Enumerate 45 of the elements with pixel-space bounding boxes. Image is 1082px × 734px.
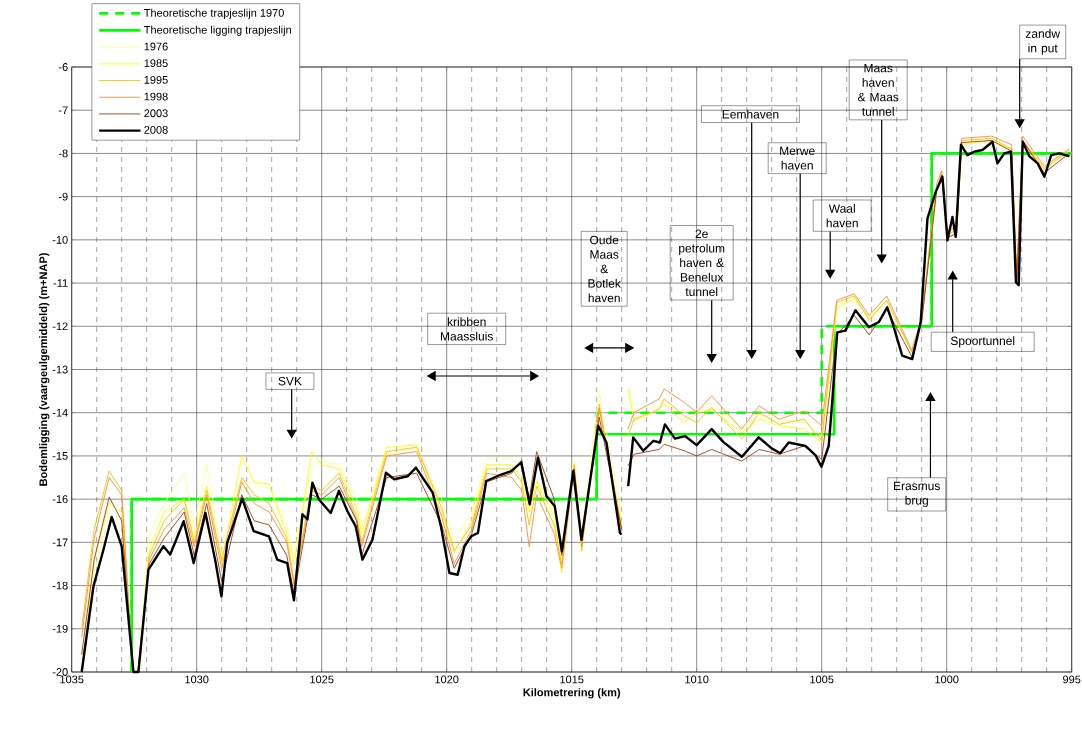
annotation: Maas haven & Maas tunnel bbox=[857, 63, 899, 116]
legend-label: 1998 bbox=[144, 92, 168, 101]
annotation: Oude Maas & Botlek haven bbox=[588, 235, 621, 303]
annotation: Eemhaven bbox=[722, 109, 779, 119]
y-axis-title: Bodemligging (vaargeulgemiddeld) (m+NAP) bbox=[39, 253, 50, 486]
y-tick-label: -18 bbox=[52, 581, 68, 590]
x-tick-label: 1030 bbox=[185, 675, 209, 684]
y-tick-label: -16 bbox=[52, 495, 68, 504]
legend-label: 2003 bbox=[144, 109, 168, 118]
y-tick-label: -15 bbox=[52, 452, 68, 460]
legend-label: Theoretische trapjeslijn 1970 bbox=[144, 8, 284, 19]
y-tick-label: -8 bbox=[58, 149, 68, 158]
legend-label: 1976 bbox=[144, 42, 168, 51]
y-tick-label: -10 bbox=[52, 235, 68, 244]
y-tick-label: -20 bbox=[52, 668, 68, 676]
annotation: Spoortunnel bbox=[950, 336, 1015, 348]
y-tick-label: -19 bbox=[52, 624, 68, 633]
annotation: SVK bbox=[278, 376, 302, 386]
x-tick-label: 1025 bbox=[310, 675, 334, 684]
annotation: Erasmus brug bbox=[894, 481, 940, 508]
y-tick-label: -11 bbox=[53, 279, 68, 287]
y-tick-label: -9 bbox=[58, 192, 68, 201]
x-tick-label: 1010 bbox=[685, 675, 709, 684]
legend-label: 2008 bbox=[144, 126, 168, 134]
y-tick-label: -14 bbox=[52, 408, 68, 417]
annotation: 2e petrolum haven & Benelux tunnel bbox=[679, 229, 725, 296]
x-axis-title: Kilometrering (km) bbox=[523, 688, 621, 699]
x-tick-label: 1000 bbox=[935, 675, 959, 684]
y-tick-label: -12 bbox=[52, 322, 68, 331]
x-tick-label: 1035 bbox=[60, 675, 84, 684]
x-tick-label: 1020 bbox=[435, 675, 459, 684]
annotation: Waal haven bbox=[826, 204, 858, 228]
legend-label: 1985 bbox=[144, 59, 168, 68]
text: zandw in put bbox=[1025, 29, 1061, 55]
y-tick-label: -17 bbox=[52, 538, 68, 547]
legend-label: Theoretische ligging trapjeslijn bbox=[144, 25, 291, 36]
y-tick-label: -7 bbox=[58, 106, 68, 114]
x-tick-label: 995 bbox=[1063, 675, 1081, 684]
x-tick-label: 1015 bbox=[560, 675, 584, 684]
x-tick-label: 1005 bbox=[810, 675, 834, 684]
annotation: kribben Maassluis bbox=[441, 317, 493, 341]
y-tick-label: -13 bbox=[52, 365, 68, 374]
y-tick-label: -6 bbox=[58, 63, 68, 71]
annotation: Merwe haven bbox=[780, 146, 815, 170]
legend-label: 1995 bbox=[144, 75, 168, 84]
